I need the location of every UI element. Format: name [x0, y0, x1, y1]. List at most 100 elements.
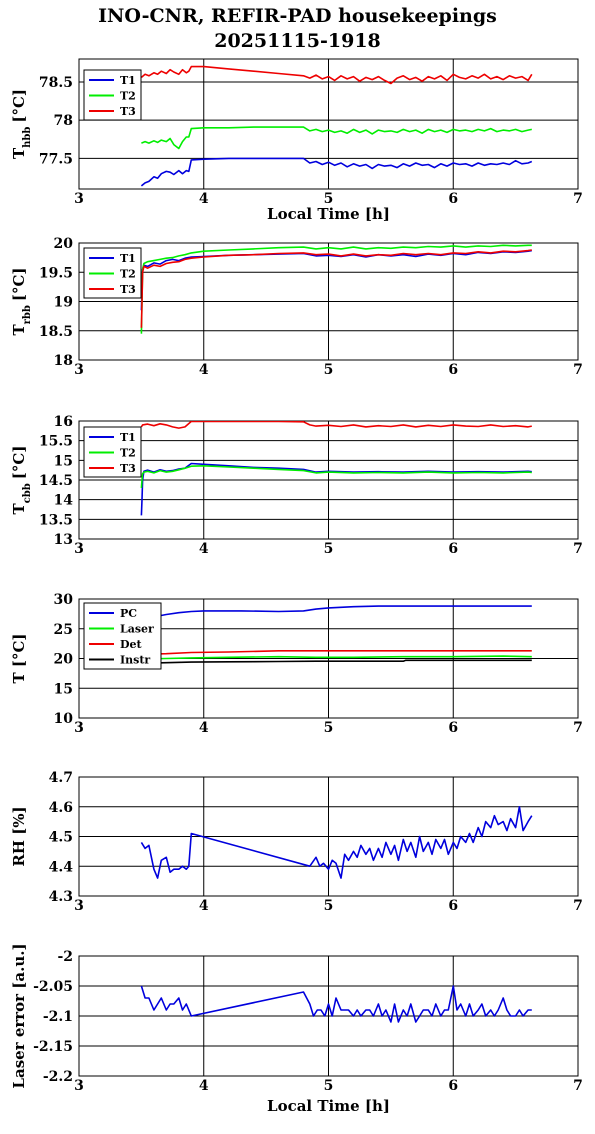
- y-tick-label: -2.15: [33, 1039, 73, 1055]
- legend-label-t3: T3: [120, 105, 136, 118]
- legend-label-t2: T2: [120, 447, 136, 460]
- y-tick-label: 78.5: [39, 75, 73, 91]
- y-axis-label: Trbb[°C]: [10, 267, 33, 335]
- legend-label-instr: Instr: [120, 654, 150, 667]
- y-tick-label: 14: [54, 493, 74, 509]
- title-line: INO-CNR, REFIR-PAD housekeepings: [98, 5, 497, 27]
- y-tick-label: -2: [57, 949, 73, 965]
- legend-label-laser: Laser: [120, 623, 154, 636]
- y-tick-label: 15: [54, 453, 73, 469]
- series-line-t3: [140, 65, 533, 85]
- x-tick-label: 7: [573, 1078, 583, 1094]
- series-line-instr: [141, 659, 532, 665]
- series-line-data: [140, 805, 533, 879]
- series-line-laser: [141, 655, 532, 660]
- legend-label-t1: T1: [120, 252, 136, 265]
- x-tick-label: 4: [199, 362, 209, 378]
- y-tick-label: 10: [54, 711, 74, 727]
- series-line-t1: [140, 157, 533, 187]
- x-tick-label: 3: [74, 191, 84, 207]
- y-tick-label: 4.4: [49, 859, 74, 875]
- y-axis-label: RH [%]: [10, 806, 28, 866]
- series-line-pc: [141, 605, 532, 621]
- legend-label-det: Det: [120, 638, 143, 651]
- x-tick-label: 7: [573, 720, 583, 736]
- x-tick-label: 4: [199, 191, 209, 207]
- x-tick-label: 5: [324, 541, 334, 557]
- legend-label-t2: T2: [120, 90, 136, 103]
- x-tick-label: 4: [199, 541, 209, 557]
- legend-label-t1: T1: [120, 431, 136, 444]
- x-axis-label: Local Time [h]: [267, 1097, 390, 1115]
- x-tick-label: 5: [324, 362, 334, 378]
- x-tick-label: 5: [324, 191, 334, 207]
- x-tick-label: 7: [573, 362, 583, 378]
- y-tick-label: -2.2: [43, 1069, 73, 1085]
- x-tick-label: 7: [573, 541, 583, 557]
- x-tick-label: 3: [74, 541, 84, 557]
- y-tick-label: -2.05: [33, 979, 73, 995]
- y-tick-label: 4.6: [49, 800, 73, 816]
- x-tick-label: 5: [324, 1078, 334, 1094]
- x-tick-label: 6: [448, 1078, 458, 1094]
- x-tick-label: 7: [573, 191, 583, 207]
- series-line-det: [141, 649, 532, 656]
- y-tick-label: 78: [54, 113, 73, 129]
- x-tick-label: 3: [74, 1078, 84, 1094]
- panel-5: 3 4 5 6 7 4.3 4.4 4.5 4.6 4.7 RH [%]: [10, 770, 583, 914]
- x-tick-label: 3: [74, 362, 84, 378]
- y-tick-label: 18: [54, 353, 73, 369]
- y-tick-label: 77.5: [39, 151, 73, 167]
- series-line-data: [140, 985, 532, 1023]
- x-tick-label: 5: [324, 720, 334, 736]
- legend-label-t1: T1: [120, 74, 136, 87]
- y-tick-label: 14.5: [39, 473, 73, 489]
- y-tick-label: 19: [54, 295, 73, 311]
- legend: T1 T2 T3: [83, 426, 142, 478]
- x-tick-label: 5: [324, 898, 334, 914]
- y-tick-label: 15: [54, 681, 73, 697]
- x-tick-label: 6: [448, 191, 458, 207]
- y-tick-label: 4.5: [49, 830, 73, 846]
- y-tick-label: 19.5: [39, 265, 73, 281]
- y-tick-label: 20: [54, 236, 74, 252]
- chart-title: INO-CNR, REFIR-PAD housekeepings 2025111…: [0, 4, 595, 54]
- y-tick-label: -2.1: [43, 1009, 73, 1025]
- panel-6: 3 4 5 6 7 -2.2 -2.15 -2.1 -2.05 -2 Laser error [a.…: [10, 943, 583, 1115]
- panel-3: 3 4 5 6 7 13 13.5 14 14.5 15 15.5 16 Tcbb[°C] T1 T2 T3: [10, 414, 583, 557]
- legend: T1 T2 T3: [83, 69, 142, 121]
- y-tick-label: 25: [54, 622, 73, 638]
- series-line-t3: [140, 421, 532, 429]
- x-tick-label: 6: [448, 541, 458, 557]
- y-tick-label: 15.5: [39, 434, 73, 450]
- legend: T1 T2 T3: [83, 247, 142, 299]
- series-line-t2: [140, 464, 532, 488]
- subtitle-line: 20251115-1918: [214, 30, 381, 52]
- legend: PC Laser Det Instr: [83, 602, 162, 670]
- legend-label-t3: T3: [120, 283, 136, 296]
- y-tick-label: 16: [54, 414, 73, 430]
- series-line-t2: [140, 244, 532, 334]
- y-axis-label: Thbb[°C]: [10, 89, 33, 159]
- x-tick-label: 4: [199, 898, 209, 914]
- y-axis-label: Tcbb[°C]: [10, 446, 33, 515]
- x-tick-label: 6: [448, 720, 458, 736]
- y-axis-label: Laser error [a.u.]: [10, 943, 28, 1088]
- legend-label-pc: PC: [120, 607, 137, 620]
- x-tick-label: 7: [573, 898, 583, 914]
- panel-4: 3 4 5 6 7 10 15 20 25 30 T [°C] PC Laser Det Instr: [10, 592, 583, 736]
- panel-2: 3 4 5 6 7 18 18.5 19 19.5 20 Trbb[°C] T1 T2 T3: [10, 236, 583, 378]
- y-tick-label: 18.5: [39, 324, 73, 340]
- y-axis-label: T [°C]: [10, 633, 28, 683]
- y-tick-label: 4.3: [49, 889, 73, 905]
- series-line-t2: [141, 126, 532, 150]
- y-tick-label: 4.7: [49, 770, 73, 786]
- y-tick-label: 20: [54, 652, 74, 668]
- legend-label-t3: T3: [120, 462, 136, 475]
- series-line-t1: [140, 249, 532, 311]
- series-line-t3: [140, 249, 532, 328]
- y-tick-label: 13.5: [39, 512, 73, 528]
- x-tick-label: 6: [448, 362, 458, 378]
- x-tick-label: 4: [199, 1078, 209, 1094]
